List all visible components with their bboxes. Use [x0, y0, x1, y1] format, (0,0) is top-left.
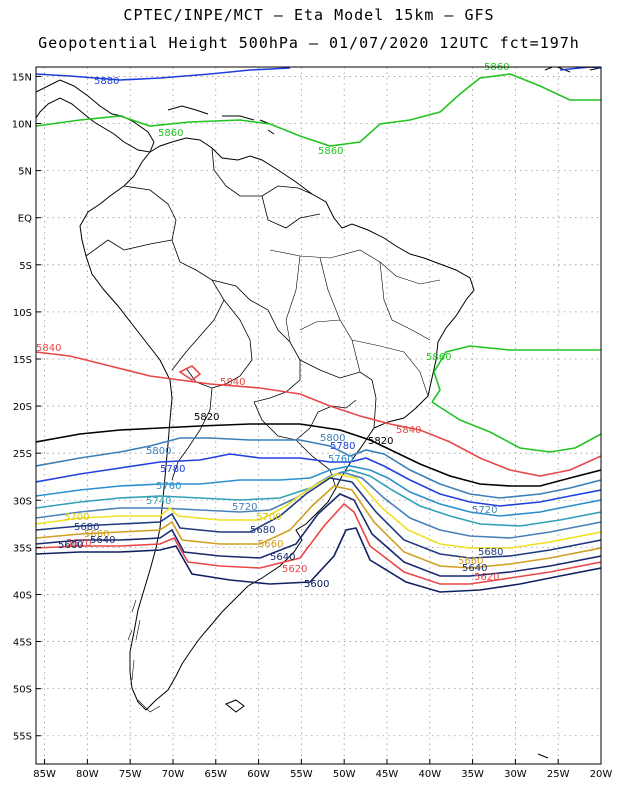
label-5660: 5660: [84, 529, 109, 540]
contour-5700: [36, 473, 601, 549]
label-5840: 5840: [220, 377, 245, 388]
lat-tick-label: 20S: [13, 402, 32, 413]
label-5800: 5800: [146, 446, 171, 457]
label-5820: 5820: [194, 412, 219, 423]
label-5680: 5680: [250, 525, 275, 536]
label-5600: 5600: [304, 579, 329, 590]
contour-5800: [36, 437, 601, 499]
lat-tick-label: 55S: [13, 732, 32, 743]
lon-tick-label: 45W: [376, 769, 399, 780]
contour-5880: [36, 67, 291, 81]
map-frame: [35, 66, 602, 765]
chart-title-line-1: CPTEC/INPE/MCT – Eta Model 15km – GFS: [123, 6, 495, 24]
label-5680: 5680: [478, 547, 503, 558]
label-5660: 5660: [258, 539, 283, 550]
label-5760: 5760: [156, 481, 181, 492]
contour-5820: [36, 423, 601, 487]
contour-5860-ridge: [431, 401, 601, 453]
label-5780: 5780: [330, 441, 355, 452]
brazil-states: [269, 249, 441, 397]
label-5720: 5720: [472, 505, 497, 516]
lon-tick-label: 25W: [547, 769, 570, 780]
lat-tick-label: 10S: [13, 308, 32, 319]
label-5840: 5840: [396, 425, 421, 436]
label-5740: 5740: [146, 496, 171, 507]
falkland-islands: [225, 699, 245, 713]
lat-tick-label: 5N: [18, 167, 32, 178]
label-5760: 5760: [328, 454, 353, 465]
contour-5860-east: [431, 345, 601, 403]
lat-tick-label: 30S: [13, 496, 32, 507]
label-5880: 5880: [94, 76, 119, 87]
label-5700: 5700: [64, 512, 89, 523]
label-5700: 5700: [256, 512, 281, 523]
south-america-coastline: [79, 137, 475, 711]
latitude-ticks: 15N 10N 5N EQ 5S 10S 15S 20S 25S 30S 35S 40S 45S 50S 5…: [12, 72, 41, 743]
contour-5880-east: [559, 67, 601, 71]
lon-tick-label: 85W: [33, 769, 56, 780]
label-5600: 5600: [58, 540, 83, 551]
lon-tick-label: 70W: [162, 769, 185, 780]
caribbean-islands: [167, 67, 601, 135]
label-5620: 5620: [474, 572, 499, 583]
label-5860: 5860: [426, 352, 451, 363]
contour-5600: [36, 527, 601, 593]
longitude-ticks: 85W 80W 75W 70W 65W 60W 55W 50W 45W 40W 35W 30W 25W 2…: [33, 759, 612, 780]
chile-islands: [127, 599, 161, 713]
lat-tick-label: 40S: [13, 590, 32, 601]
lon-tick-label: 55W: [290, 769, 313, 780]
contour-5640: [36, 493, 601, 577]
lat-tick-label: 10N: [12, 120, 32, 131]
label-5800: 5800: [320, 433, 345, 444]
label-5660: 5660: [458, 556, 483, 567]
label-5640: 5640: [270, 552, 295, 563]
lat-tick-label: 35S: [13, 543, 32, 554]
label-5620: 5620: [282, 564, 307, 575]
label-5720: 5720: [232, 502, 257, 513]
contour-5840: [36, 351, 601, 477]
label-5860: 5860: [158, 128, 183, 139]
lat-tick-label: 45S: [13, 638, 32, 649]
lat-tick-label: 5S: [19, 261, 32, 272]
lon-tick-label: 20W: [590, 769, 613, 780]
contour-5860-north: [36, 73, 601, 147]
lat-tick-label: 15S: [13, 355, 32, 366]
central-america-coastline: [36, 79, 155, 153]
contour-5780: [36, 453, 601, 507]
contour-5740: [36, 469, 601, 527]
lat-tick-label: EQ: [18, 214, 32, 225]
label-5640: 5640: [462, 563, 487, 574]
contour-labels: 5880 5860 5860 5860 5860 5840 5840 5840 …: [36, 62, 509, 590]
label-5780: 5780: [160, 464, 185, 475]
lat-tick-label: 50S: [13, 685, 32, 696]
contour-5620: [36, 502, 601, 585]
label-5840: 5840: [36, 343, 61, 354]
contour-5660: [36, 485, 601, 569]
label-5620: 5620: [66, 538, 91, 549]
contour-5680: [36, 477, 601, 559]
lon-tick-label: 65W: [204, 769, 227, 780]
lon-tick-label: 40W: [418, 769, 441, 780]
lon-tick-label: 50W: [333, 769, 356, 780]
chart-title-line-2: Geopotential Height 500hPa – 01/07/2020 …: [38, 34, 580, 52]
lat-tick-label: 25S: [13, 449, 32, 460]
lat-tick-label: 15N: [12, 72, 32, 83]
lon-tick-label: 35W: [461, 769, 484, 780]
lon-tick-label: 75W: [119, 769, 142, 780]
label-5820: 5820: [368, 436, 393, 447]
contour-5760: [36, 465, 601, 517]
lon-tick-label: 60W: [247, 769, 270, 780]
map-grid: [36, 67, 602, 764]
contour-5840-blob: [178, 365, 202, 381]
lon-tick-label: 80W: [76, 769, 99, 780]
lon-tick-label: 30W: [504, 769, 527, 780]
label-5860: 5860: [318, 146, 343, 157]
south-georgia: [537, 753, 549, 759]
label-5640: 5640: [90, 535, 115, 546]
label-5680: 5680: [74, 522, 99, 533]
